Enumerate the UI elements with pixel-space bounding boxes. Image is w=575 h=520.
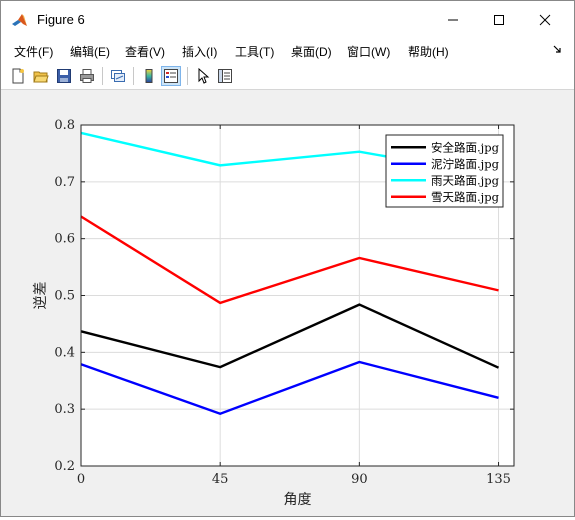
menu-desktop[interactable]: 桌面(D)	[291, 45, 332, 59]
colorbar-button[interactable]	[139, 66, 159, 86]
pointer-icon	[198, 68, 210, 84]
link-plot-button[interactable]	[108, 66, 128, 86]
y-tick-label: 0.8	[54, 118, 75, 133]
menu-insert[interactable]: 插入(I)	[182, 45, 218, 59]
toolbar-separator	[102, 67, 103, 85]
y-axis-label: 逆差	[33, 282, 49, 310]
property-inspector-button[interactable]	[215, 66, 235, 86]
menu-view[interactable]: 查看(V)	[125, 45, 165, 59]
y-tick-label: 0.2	[54, 459, 75, 474]
x-tick-label: 0	[77, 472, 85, 487]
maximize-button[interactable]	[476, 1, 522, 39]
print-icon	[80, 69, 94, 83]
legend[interactable]: 安全路面.jpg 泥泞路面.jpg 雨天路面.jpg 雪天路面.jpg	[385, 134, 504, 208]
new-figure-button[interactable]	[8, 66, 28, 86]
x-axis-label: 角度	[284, 492, 312, 508]
x-tick-label: 45	[212, 472, 229, 487]
dock-arrow-icon[interactable]	[553, 45, 562, 54]
open-folder-icon	[33, 71, 49, 83]
legend-button[interactable]	[161, 66, 181, 86]
print-button[interactable]	[77, 66, 97, 86]
new-figure-icon	[12, 68, 24, 84]
y-tick-label: 0.7	[54, 175, 75, 190]
y-tick-label: 0.4	[54, 345, 75, 360]
menu-edit[interactable]: 编辑(E)	[70, 45, 110, 59]
legend-entry: 雪天路面.jpg	[431, 190, 500, 204]
menu-help[interactable]: 帮助(H)	[408, 45, 449, 59]
link-plot-icon	[111, 70, 125, 82]
menu-bar: 文件(F) 编辑(E) 查看(V) 插入(I) 工具(T) 桌面(D) 窗口(W…	[1, 39, 574, 63]
series-line[interactable]	[80, 215, 499, 305]
open-button[interactable]	[31, 66, 51, 86]
y-tick-label: 0.5	[54, 289, 75, 304]
x-tick-label: 90	[351, 472, 368, 487]
maximize-icon	[494, 15, 504, 25]
close-icon	[539, 14, 551, 26]
series-line[interactable]	[80, 303, 500, 369]
pointer-button[interactable]	[193, 66, 213, 86]
minimize-button[interactable]	[430, 1, 476, 39]
matlab-logo-icon	[12, 14, 27, 26]
menu-window[interactable]: 窗口(W)	[347, 45, 391, 59]
close-button[interactable]	[522, 1, 568, 39]
property-inspector-icon	[218, 69, 232, 83]
menu-file[interactable]: 文件(F)	[14, 45, 54, 59]
figure-canvas: 0 45 90 135 0.2 0.3 0.4 0.5 0.6 0.7 0.8 角度 逆差 安全路面…	[1, 90, 574, 516]
save-button[interactable]	[54, 66, 74, 86]
axis-ticks: 0 45 90 135 0.2 0.3 0.4 0.5 0.6 0.7 0.8	[54, 118, 514, 487]
legend-entry: 泥泞路面.jpg	[431, 157, 500, 171]
toolbar-separator	[187, 67, 188, 85]
line-chart: 0 45 90 135 0.2 0.3 0.4 0.5 0.6 0.7 0.8 角度 逆差 安全路面…	[33, 118, 515, 508]
legend-entry: 安全路面.jpg	[431, 140, 500, 154]
legend-icon	[164, 69, 178, 83]
title-bar[interactable]: Figure 6	[1, 1, 574, 39]
y-tick-label: 0.6	[54, 232, 75, 247]
minimize-icon	[448, 19, 458, 21]
y-tick-label: 0.3	[54, 402, 75, 417]
legend-entry: 雨天路面.jpg	[431, 173, 500, 187]
toolbar	[1, 63, 574, 90]
menu-tools[interactable]: 工具(T)	[235, 45, 275, 59]
window-title: Figure 6	[37, 12, 85, 27]
toolbar-separator	[133, 67, 134, 85]
series-line[interactable]	[80, 360, 499, 415]
colorbar-icon	[145, 69, 153, 83]
x-tick-label: 135	[486, 472, 511, 487]
save-icon	[57, 69, 71, 83]
